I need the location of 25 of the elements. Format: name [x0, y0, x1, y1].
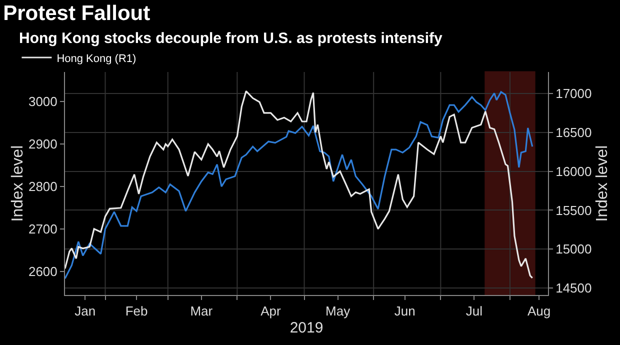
chart-subtitle: Hong Kong stocks decouple from U.S. as protests intensify	[19, 30, 444, 47]
y-tick-label: 2800	[28, 179, 58, 194]
x-tick-label: Jan	[74, 304, 96, 319]
chart-title: Protest Fallout	[3, 2, 150, 25]
x-tick-label: Feb	[125, 304, 148, 319]
x-tick-label: May	[326, 304, 351, 319]
legend-label: Hong Kong (R1)	[56, 52, 136, 65]
x-tick-label: Jul	[466, 304, 483, 319]
y-axis-title: Index level	[9, 145, 26, 222]
y-tick-label: 3000	[28, 94, 58, 110]
x-axis-title: 2019	[290, 320, 324, 337]
x-tick-label: Apr	[260, 304, 282, 319]
y2-tick-label: 15000	[556, 242, 592, 257]
y2-tick-label: 16500	[556, 124, 592, 140]
y2-tick-label: 16000	[556, 164, 592, 179]
y2-axis-title: Index level	[594, 145, 611, 222]
y2-tick-label: 17000	[556, 86, 592, 102]
y2-tick-label: 15500	[556, 202, 592, 218]
y2-tick-label: 14500	[556, 280, 592, 296]
x-tick-label: Jun	[394, 304, 416, 319]
y-tick-label: 2600	[28, 264, 58, 279]
x-tick-label: Aug	[527, 304, 551, 319]
x-tick-label: Mar	[190, 304, 214, 319]
y-tick-label: 2900	[28, 136, 58, 152]
y-tick-label: 2700	[28, 221, 58, 236]
